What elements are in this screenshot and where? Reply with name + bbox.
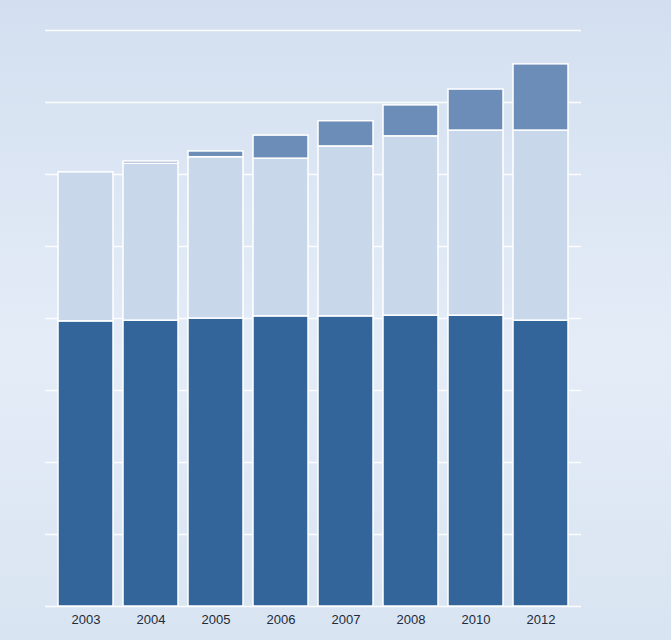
svg-text:2010: 2010: [462, 612, 491, 627]
svg-text:2008: 2008: [397, 612, 426, 627]
svg-text:2004: 2004: [137, 612, 166, 627]
svg-text:2006: 2006: [267, 612, 296, 627]
svg-text:2005: 2005: [202, 612, 231, 627]
svg-text:2007: 2007: [332, 612, 361, 627]
svg-text:2012: 2012: [527, 612, 556, 627]
svg-text:2003: 2003: [72, 612, 101, 627]
